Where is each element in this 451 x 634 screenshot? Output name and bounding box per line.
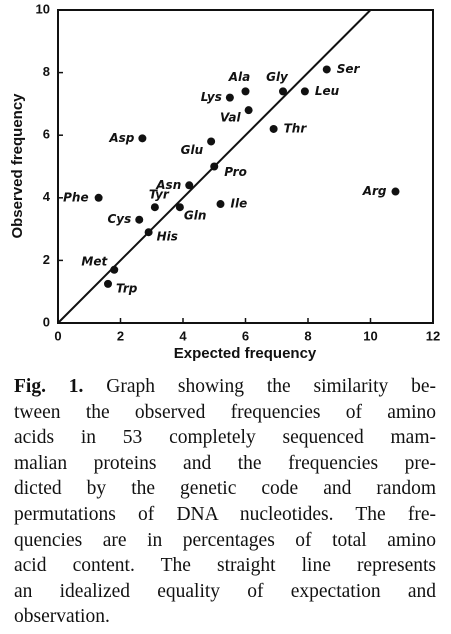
caption-text: Graph showing the similarity be-	[106, 376, 436, 397]
y-axis-label: Observed frequency	[9, 93, 26, 239]
caption-line: Fig. 1. Graph showing the similarity be-	[14, 374, 436, 400]
x-tick-label: 0	[54, 328, 61, 343]
point-label: Gly	[266, 70, 289, 84]
point-label: Glu	[181, 143, 204, 157]
caption-line: malian proteins and the frequencies pre-	[14, 452, 436, 474]
data-point	[144, 228, 153, 237]
y-tick-label: 6	[43, 127, 50, 142]
data-point	[216, 200, 225, 209]
data-point	[207, 137, 216, 146]
data-point	[322, 65, 331, 74]
chart: Expected frequency Observed frequency 0 2…	[9, 1, 440, 362]
data-point	[241, 87, 250, 96]
x-axis-label: Expected frequency	[174, 345, 317, 362]
point-label: Ser	[337, 62, 361, 76]
point-label: Pro	[224, 165, 247, 179]
data-point	[269, 124, 278, 133]
caption: Fig. 1. Graph showing the similarity be-…	[14, 374, 436, 630]
point-label: Asp	[108, 131, 134, 145]
caption-line: tween the observed frequencies of amino	[14, 401, 436, 423]
point-label: Met	[81, 254, 108, 268]
x-tick-label: 4	[179, 328, 187, 343]
point-label: Arg	[362, 184, 387, 198]
y-tick-label: 0	[43, 314, 50, 329]
point-label: Gln	[184, 209, 207, 223]
point-label: Leu	[315, 84, 340, 98]
point-label: Trp	[116, 281, 138, 295]
x-tick-label: 10	[363, 328, 377, 343]
point-label: Cys	[107, 212, 131, 226]
data-point	[110, 265, 119, 274]
data-point	[279, 87, 287, 96]
caption-line: dicted by the genetic code and random	[14, 478, 436, 500]
point-label: Tyr	[149, 188, 170, 202]
data-point	[138, 134, 147, 143]
point-label: Phe	[63, 190, 88, 204]
point-label: Val	[220, 111, 241, 125]
y-tick-label: 8	[43, 64, 50, 79]
caption-line: acids in 53 completely sequenced mam-	[14, 427, 436, 449]
data-point	[94, 193, 103, 202]
caption-label: Fig. 1.	[14, 376, 84, 397]
caption-line: quencies are in percentages of total ami…	[14, 529, 436, 551]
y-tick-label: 2	[43, 252, 50, 267]
x-tick-label: 12	[426, 328, 440, 343]
caption-line: an idealized equality of expectation and	[14, 580, 436, 602]
data-point	[150, 203, 159, 212]
data-point	[185, 181, 194, 190]
x-tick-label: 6	[242, 328, 249, 343]
x-tick-label: 8	[304, 328, 311, 343]
point-label: Asn	[155, 178, 181, 192]
x-tick-label: 2	[117, 328, 124, 343]
data-point	[300, 87, 309, 96]
caption-line: acid content. The straight line represen…	[14, 555, 436, 577]
point-label: Lys	[201, 90, 222, 104]
data-point	[135, 215, 144, 224]
data-point	[104, 279, 112, 288]
caption-line: observation.	[14, 606, 110, 628]
data-point	[225, 93, 234, 102]
point-label: Ile	[231, 197, 248, 211]
point-label: Thr	[284, 121, 308, 135]
caption-line: permutations of DNA nucleotides. The fre…	[14, 503, 436, 525]
point-label: His	[157, 230, 178, 244]
point-label: Ala	[228, 70, 251, 84]
data-point	[175, 203, 184, 212]
y-tick-label: 4	[43, 189, 51, 204]
data-point	[244, 106, 253, 115]
y-tick-label: 10	[36, 1, 50, 16]
data-point	[210, 162, 219, 171]
data-point	[391, 187, 400, 196]
